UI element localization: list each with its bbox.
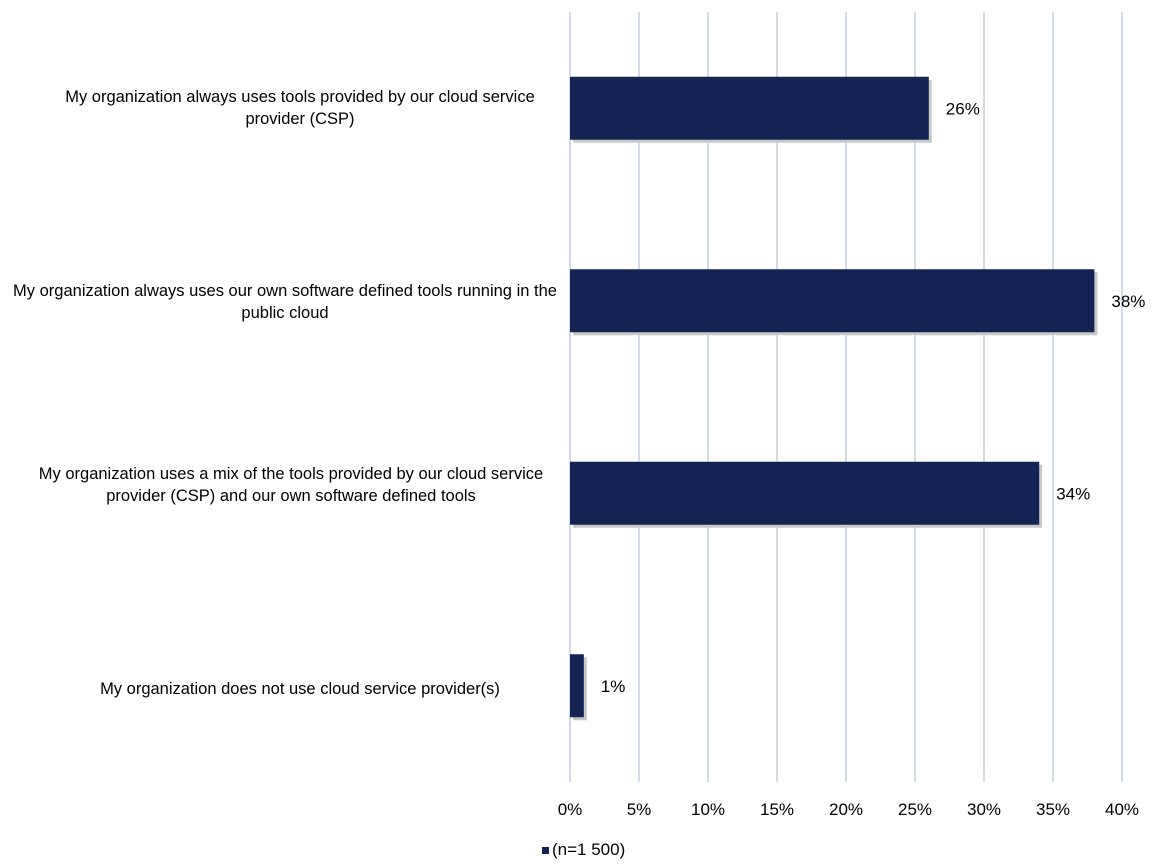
bar: [570, 461, 1040, 525]
bar: [570, 654, 584, 718]
x-tick-label: 30%: [967, 800, 1001, 819]
legend-swatch: [542, 847, 549, 854]
x-tick-label: 20%: [829, 800, 863, 819]
data-label: 26%: [946, 99, 980, 118]
x-tick-label: 0%: [558, 800, 583, 819]
category-label: My organization always uses our own soft…: [13, 282, 557, 322]
data-label: 1%: [601, 677, 626, 696]
category-label: My organization always uses tools provid…: [65, 88, 535, 128]
category-label: My organization uses a mix of the tools …: [38, 465, 544, 505]
bar: [570, 269, 1095, 333]
legend: (n=1 500): [542, 840, 625, 859]
bar: [570, 76, 929, 140]
x-tick-label: 40%: [1105, 800, 1139, 819]
data-label: 38%: [1111, 292, 1145, 311]
bars: 26% 38% 34% 1%: [570, 76, 1145, 721]
category-label: My organization does not use cloud servi…: [100, 680, 500, 698]
x-tick-label: 10%: [691, 800, 725, 819]
x-axis-ticks: 0% 5% 10% 15% 20% 25% 30% 35% 40%: [558, 800, 1139, 819]
legend-label: (n=1 500): [552, 840, 625, 859]
x-tick-label: 5%: [627, 800, 652, 819]
x-tick-label: 25%: [898, 800, 932, 819]
x-tick-label: 15%: [760, 800, 794, 819]
x-tick-label: 35%: [1036, 800, 1070, 819]
data-label: 34%: [1056, 484, 1090, 503]
